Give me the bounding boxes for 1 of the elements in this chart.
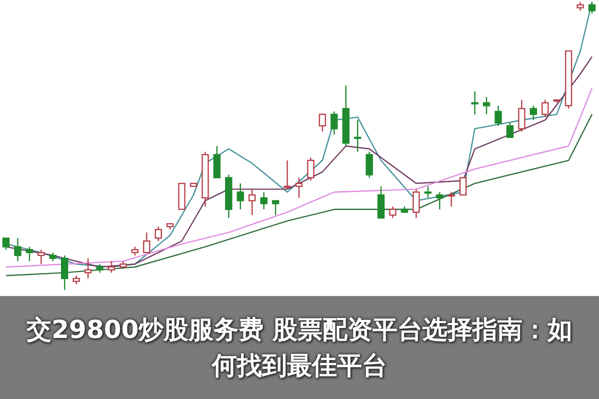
text: 交29800炒股服务费 股票配资平台选择指南：如何找到最佳平台	[26, 314, 574, 382]
